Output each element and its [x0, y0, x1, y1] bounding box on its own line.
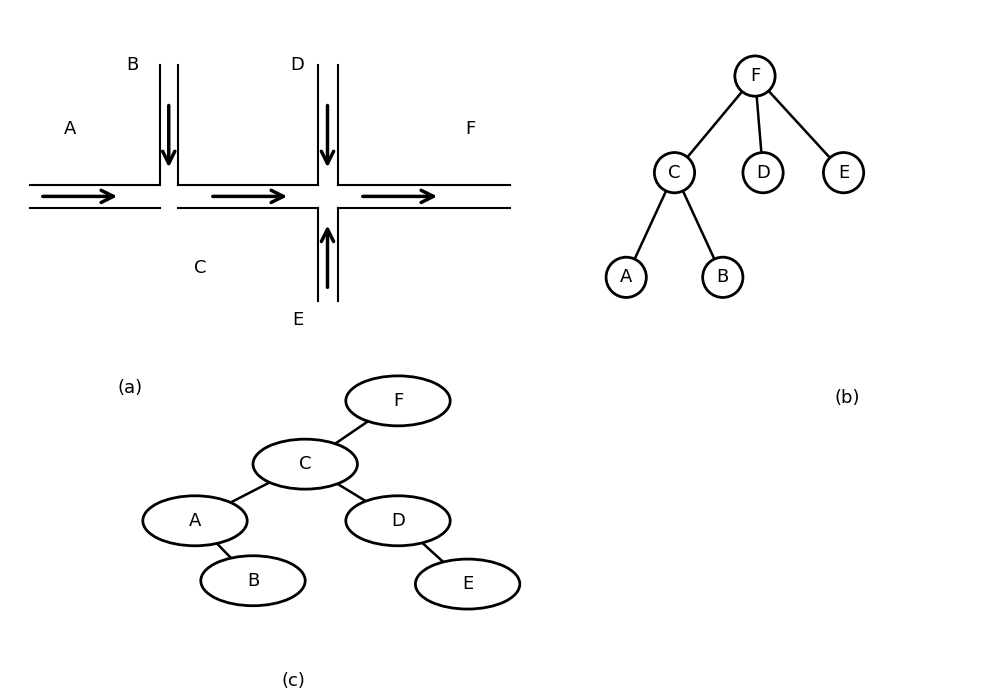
- Text: (c): (c): [282, 672, 306, 690]
- Text: E: E: [462, 575, 473, 593]
- Text: A: A: [189, 511, 201, 530]
- Text: E: E: [838, 164, 849, 182]
- Text: C: C: [194, 259, 206, 277]
- Text: B: B: [717, 269, 729, 287]
- Text: C: C: [668, 164, 681, 182]
- Text: F: F: [393, 392, 403, 410]
- Text: A: A: [620, 269, 632, 287]
- Ellipse shape: [415, 559, 520, 609]
- Ellipse shape: [346, 496, 450, 545]
- Text: C: C: [299, 455, 311, 473]
- Circle shape: [735, 56, 775, 96]
- Text: B: B: [126, 56, 139, 74]
- Text: (b): (b): [835, 389, 860, 407]
- Text: F: F: [465, 120, 475, 138]
- Circle shape: [743, 153, 783, 193]
- Text: D: D: [756, 164, 770, 182]
- Text: (a): (a): [117, 378, 143, 396]
- Circle shape: [823, 153, 864, 193]
- Circle shape: [654, 153, 695, 193]
- Text: A: A: [64, 120, 76, 138]
- Text: B: B: [247, 572, 259, 590]
- Ellipse shape: [346, 376, 450, 426]
- Ellipse shape: [201, 556, 305, 606]
- Text: D: D: [391, 511, 405, 530]
- Text: F: F: [750, 67, 760, 85]
- Circle shape: [703, 257, 743, 298]
- Text: D: D: [291, 56, 304, 74]
- Ellipse shape: [143, 496, 247, 545]
- Text: E: E: [292, 311, 303, 329]
- Circle shape: [606, 257, 646, 298]
- Ellipse shape: [253, 439, 357, 489]
